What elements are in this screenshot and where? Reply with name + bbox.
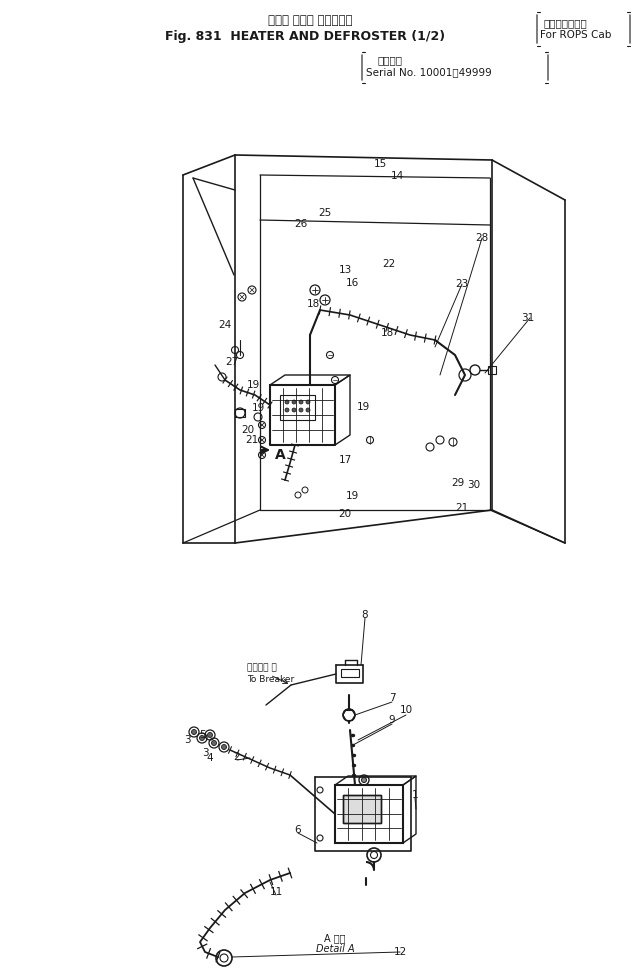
Text: 16: 16 — [345, 278, 358, 288]
Text: 3: 3 — [202, 748, 208, 758]
Bar — [341, 669, 359, 677]
Text: 18: 18 — [380, 328, 394, 338]
Text: 15: 15 — [373, 159, 387, 169]
Text: 27: 27 — [226, 357, 238, 367]
Text: 31: 31 — [521, 313, 535, 323]
Text: 25: 25 — [318, 208, 332, 218]
Text: 21: 21 — [456, 503, 468, 513]
Text: 23: 23 — [456, 279, 468, 289]
Text: 適用号機: 適用号機 — [378, 55, 403, 65]
Text: 8: 8 — [362, 610, 368, 620]
Circle shape — [222, 744, 226, 749]
Text: 20: 20 — [242, 425, 254, 435]
Text: 14: 14 — [390, 171, 404, 181]
Text: フレーカ へ: フレーカ へ — [247, 664, 277, 672]
Circle shape — [212, 740, 217, 745]
Circle shape — [362, 777, 367, 782]
Bar — [235, 409, 245, 417]
Text: 4: 4 — [206, 753, 213, 763]
Circle shape — [306, 400, 310, 404]
Circle shape — [192, 730, 197, 735]
Text: 19: 19 — [247, 380, 259, 390]
Text: A: A — [275, 448, 286, 462]
Text: 13: 13 — [339, 265, 351, 275]
Circle shape — [299, 408, 303, 412]
Text: A 拡大: A 拡大 — [324, 933, 346, 943]
Text: 20: 20 — [339, 509, 351, 519]
Text: 18: 18 — [306, 299, 320, 309]
Text: 21: 21 — [245, 435, 259, 445]
Bar — [343, 795, 381, 823]
Text: 28: 28 — [475, 233, 489, 243]
Text: 2: 2 — [234, 752, 240, 762]
Text: 3: 3 — [183, 735, 190, 745]
Text: 19: 19 — [357, 402, 369, 412]
Circle shape — [199, 736, 204, 740]
Text: 6: 6 — [295, 825, 302, 835]
Circle shape — [208, 733, 213, 738]
Text: 17: 17 — [339, 455, 351, 465]
Circle shape — [292, 400, 296, 404]
Text: 29: 29 — [451, 478, 465, 488]
Text: 9: 9 — [389, 715, 396, 725]
Circle shape — [292, 408, 296, 412]
Text: 19: 19 — [345, 491, 358, 501]
Bar — [280, 395, 315, 420]
Text: Fig. 831  HEATER AND DEFROSTER (1/2): Fig. 831 HEATER AND DEFROSTER (1/2) — [165, 30, 445, 43]
Circle shape — [285, 408, 289, 412]
Text: 30: 30 — [468, 480, 481, 490]
Circle shape — [306, 408, 310, 412]
Text: 5: 5 — [199, 730, 205, 740]
Bar — [335, 785, 403, 843]
Text: 22: 22 — [382, 259, 396, 269]
Text: 12: 12 — [394, 947, 406, 957]
Text: Detail A: Detail A — [316, 944, 354, 954]
Bar — [488, 366, 496, 374]
Circle shape — [285, 400, 289, 404]
Text: 19: 19 — [251, 403, 265, 413]
Text: 26: 26 — [295, 219, 307, 229]
Text: Serial No. 10001～49999: Serial No. 10001～49999 — [366, 67, 492, 77]
Text: 1: 1 — [412, 790, 419, 800]
Text: 10: 10 — [399, 705, 413, 715]
Text: ロプスキャブ用: ロプスキャブ用 — [543, 18, 587, 28]
Bar — [343, 795, 381, 823]
Text: 7: 7 — [389, 693, 396, 703]
Text: 11: 11 — [270, 887, 282, 897]
Text: To Breaker: To Breaker — [247, 674, 294, 683]
Text: ヒータ および デフロスタ: ヒータ および デフロスタ — [268, 14, 352, 27]
Circle shape — [299, 400, 303, 404]
Text: 24: 24 — [219, 320, 231, 330]
Text: For ROPS Cab: For ROPS Cab — [540, 30, 612, 40]
